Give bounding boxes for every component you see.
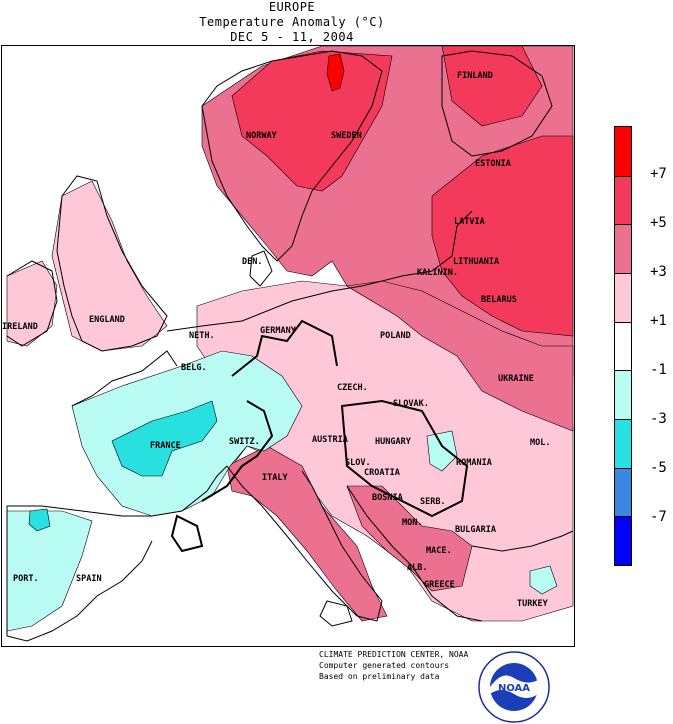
- label-ukraine: UKRAINE: [498, 374, 534, 384]
- label-slov: SLOV.: [345, 458, 371, 468]
- label-sweden: SWEDEN: [331, 131, 362, 141]
- label-norway: NORWAY: [246, 131, 278, 141]
- label-spain: SPAIN: [76, 574, 102, 584]
- coastlines: [6, 50, 574, 642]
- label-mon: MON.: [402, 518, 422, 528]
- label-serb: SERB.: [420, 497, 446, 507]
- label-england: ENGLAND: [89, 315, 125, 325]
- label-hungary: HUNGARY: [375, 437, 412, 447]
- zero-contours: [170, 319, 469, 553]
- anomaly-zone-ireland: [6, 260, 58, 347]
- credits-block: CLIMATE PREDICTION CENTER, NOAA Computer…: [319, 649, 468, 682]
- credits-line-2: Computer generated contours: [319, 661, 450, 670]
- label-kalinin: KALININ.: [417, 268, 458, 278]
- legend-swatch: [615, 370, 631, 419]
- label-lithuania: LITHUANIA: [453, 257, 499, 267]
- color-legend: [614, 126, 632, 566]
- anomaly-zone-minus3-france: [111, 400, 218, 477]
- legend-swatch: [615, 467, 631, 517]
- label-ireland: IRELAND: [2, 322, 38, 332]
- legend-swatch: [615, 419, 631, 468]
- legend-label-minus5: -5: [650, 460, 667, 476]
- anomaly-zone-minus1-iberia: [6, 510, 93, 632]
- anomaly-zone-plus5-scandinavia: [231, 50, 393, 192]
- legend-swatch: [615, 224, 631, 273]
- noaa-logo-text: NOAA: [498, 683, 530, 694]
- label-italy: ITALY: [262, 473, 288, 483]
- noaa-logo: NOAA: [478, 651, 550, 723]
- label-belg: BELG.: [181, 363, 207, 373]
- label-poland: POLAND: [380, 331, 411, 341]
- label-estonia: ESTONIA: [475, 159, 511, 169]
- anomaly-zone-plus5-baltic: [431, 135, 574, 337]
- credits-line-1: CLIMATE PREDICTION CENTER, NOAA: [319, 650, 469, 659]
- label-alb: ALB.: [407, 563, 427, 573]
- anomaly-zone-minus1-hungary: [426, 430, 458, 472]
- anomaly-zone-plus3-italy: [226, 445, 388, 622]
- label-belarus: BELARUS: [481, 295, 517, 305]
- label-finland: FINLAND: [457, 71, 493, 81]
- legend-label-minus3: -3: [650, 411, 667, 427]
- legend-swatch: [615, 516, 631, 565]
- credits-line-3: Based on preliminary data: [319, 672, 440, 681]
- noaa-logo-bird: [490, 675, 538, 698]
- label-czech: CZECH.: [337, 383, 368, 393]
- legend-swatch: [615, 127, 631, 176]
- country-labels: FINLAND NORWAY SWEDEN ESTONIA LATVIA LIT…: [2, 71, 550, 609]
- legend-swatch: [615, 273, 631, 322]
- anomaly-zone-plus5-finland: [441, 46, 543, 127]
- legend-label-minus1: -1: [650, 362, 667, 378]
- label-switz: SWITZ.: [229, 437, 260, 447]
- anomaly-zone-minus1-turkey: [529, 565, 558, 595]
- legend-label-plus7: +7: [650, 166, 667, 182]
- label-romania: ROMANIA: [456, 458, 492, 468]
- anomaly-zone-plus3-ukraine: [346, 280, 574, 432]
- label-bulgaria: BULGARIA: [455, 525, 496, 535]
- label-turkey: TURKEY: [517, 599, 549, 609]
- legend-swatch: [615, 321, 631, 371]
- legend-label-plus5: +5: [650, 215, 667, 231]
- anomaly-map: FINLAND NORWAY SWEDEN ESTONIA LATVIA LIT…: [1, 45, 575, 647]
- label-croatia: CROATIA: [364, 468, 400, 478]
- label-austria: AUSTRIA: [312, 435, 348, 445]
- label-slovak: SLOVAK.: [393, 399, 429, 409]
- label-bosnia: BOSNIA: [372, 493, 403, 503]
- label-greece: GREECE: [424, 580, 455, 590]
- map-date-range: DEC 5 - 11, 2004: [230, 30, 354, 44]
- label-france: FRANCE: [150, 441, 181, 451]
- legend-label-minus7: -7: [650, 509, 667, 525]
- legend-label-plus1: +1: [650, 313, 667, 329]
- anomaly-zone-plus7: [326, 53, 345, 92]
- anomaly-zone-uk: [51, 180, 168, 352]
- label-port: PORT.: [13, 574, 39, 584]
- map-subtitle: Temperature Anomaly (°C): [199, 15, 385, 29]
- label-den: DEN.: [242, 257, 262, 267]
- label-germany: GERMANY: [260, 326, 297, 336]
- legend-swatch: [615, 175, 631, 225]
- label-latvia: LATVIA: [454, 217, 485, 227]
- legend-label-plus3: +3: [650, 264, 667, 280]
- label-mol: MOL.: [530, 438, 550, 448]
- anomaly-map-svg: FINLAND NORWAY SWEDEN ESTONIA LATVIA LIT…: [2, 46, 574, 642]
- anomaly-zone-minus3-iberia: [28, 508, 51, 532]
- label-neth: NETH.: [189, 331, 215, 341]
- anomaly-zone-plus3-balkans: [346, 485, 473, 592]
- map-title: EUROPE: [268, 0, 316, 14]
- label-mace: MACE.: [426, 546, 452, 556]
